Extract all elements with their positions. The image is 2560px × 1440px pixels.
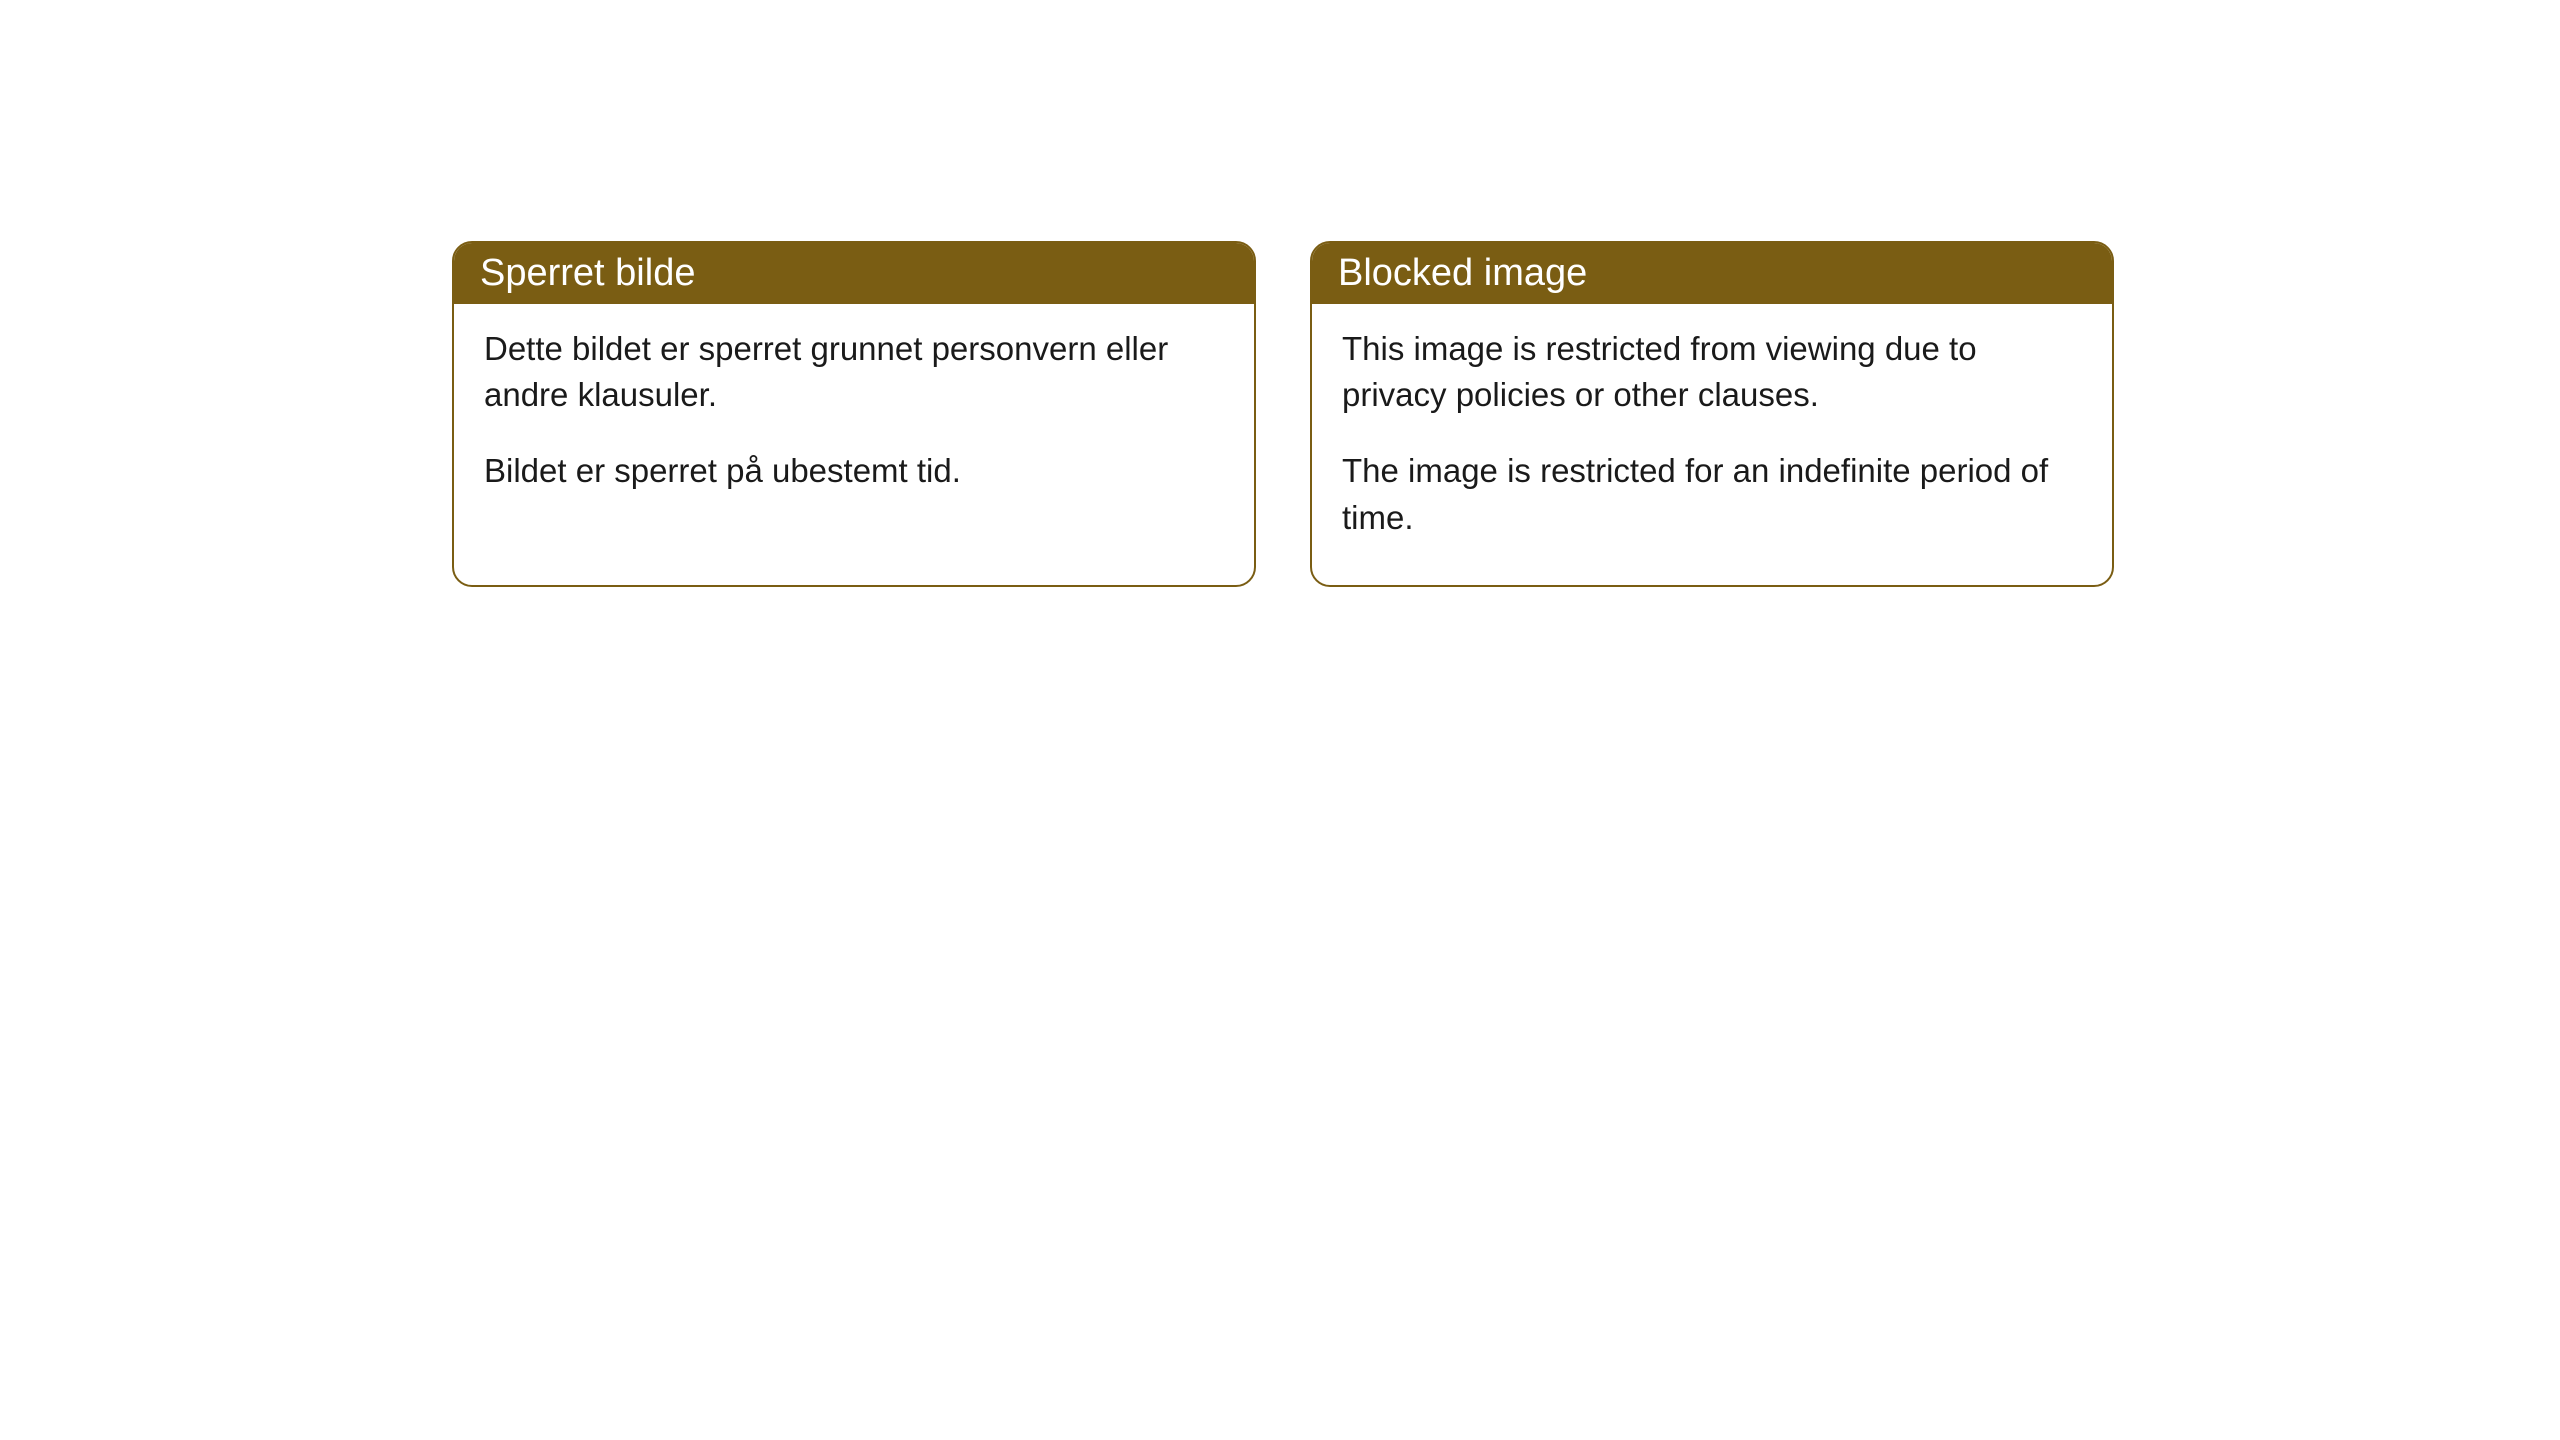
- cards-container: Sperret bilde Dette bildet er sperret gr…: [452, 241, 2114, 587]
- blocked-image-card-norwegian: Sperret bilde Dette bildet er sperret gr…: [452, 241, 1256, 587]
- card-header: Blocked image: [1312, 243, 2112, 304]
- blocked-image-card-english: Blocked image This image is restricted f…: [1310, 241, 2114, 587]
- card-body: This image is restricted from viewing du…: [1312, 304, 2112, 585]
- card-paragraph-2: Bildet er sperret på ubestemt tid.: [484, 448, 1224, 494]
- card-body: Dette bildet er sperret grunnet personve…: [454, 304, 1254, 539]
- card-title: Sperret bilde: [480, 252, 695, 294]
- card-title: Blocked image: [1338, 252, 1587, 294]
- card-paragraph-1: This image is restricted from viewing du…: [1342, 326, 2082, 418]
- card-paragraph-2: The image is restricted for an indefinit…: [1342, 448, 2082, 540]
- card-header: Sperret bilde: [454, 243, 1254, 304]
- card-paragraph-1: Dette bildet er sperret grunnet personve…: [484, 326, 1224, 418]
